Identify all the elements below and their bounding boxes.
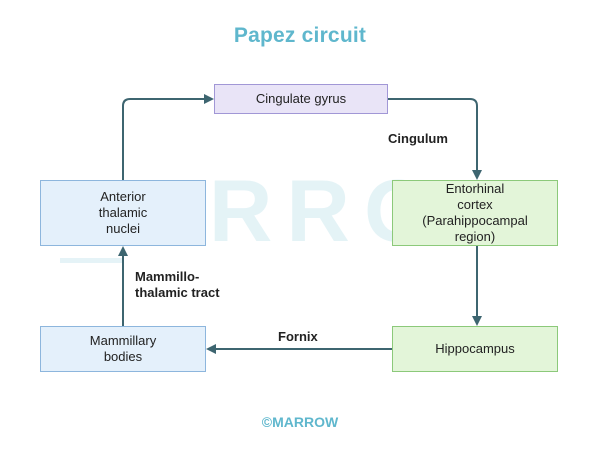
diagram-title: Papez circuit xyxy=(233,24,367,47)
node-anterior-thalamic-nuclei: Anterior thalamic nuclei xyxy=(40,180,206,246)
copyright-footer: ©MARROW xyxy=(261,414,339,430)
node-mammillary-bodies: Mammillary bodies xyxy=(40,326,206,372)
edge-label-fornix: Fornix xyxy=(278,329,318,344)
node-cingulate-gyrus: Cingulate gyrus xyxy=(214,84,388,114)
edge-label-cingulum: Cingulum xyxy=(388,131,448,146)
node-entorhinal-cortex: Entorhinal cortex (Parahippocampal regio… xyxy=(392,180,558,246)
edge-label-mammillothalamic-tract: Mammillo- thalamic tract xyxy=(135,269,220,300)
node-hippocampus: Hippocampus xyxy=(392,326,558,372)
watermark-underline xyxy=(60,258,122,263)
arrow-cingulum xyxy=(388,98,482,180)
arrow-anterior-cingulate xyxy=(122,94,214,180)
